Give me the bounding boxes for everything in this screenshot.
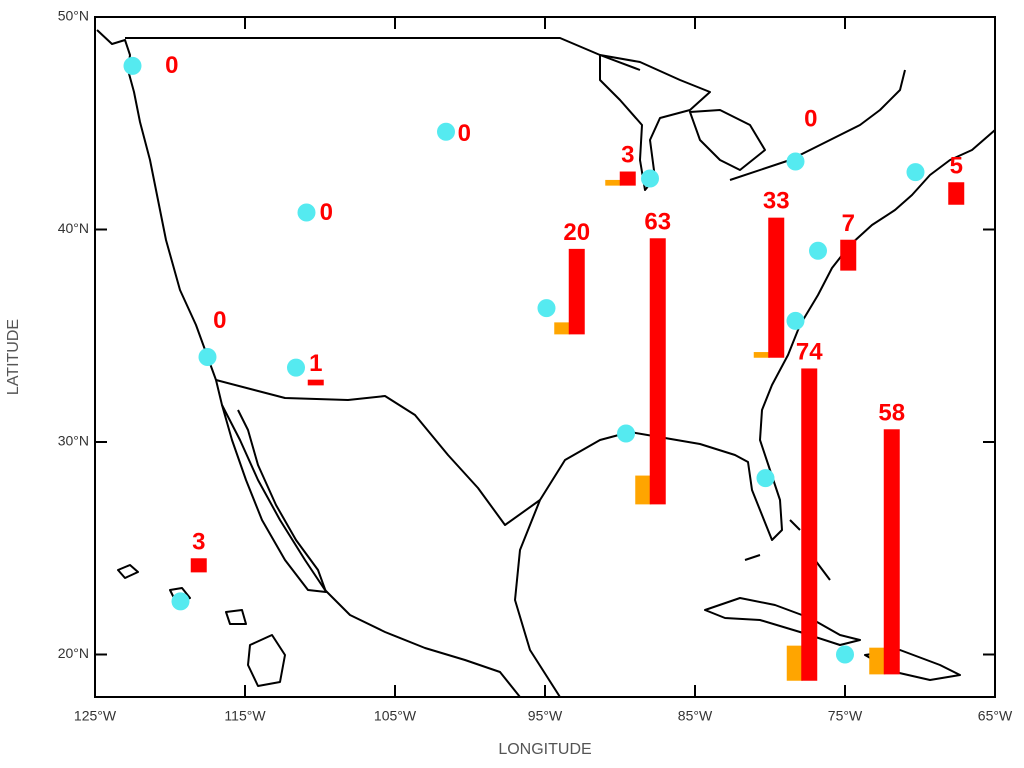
y-axis-label: LATITUDE: [5, 319, 22, 395]
station-dot: [171, 592, 190, 611]
y-tick-label: 50°N: [58, 8, 89, 24]
station-dot: [786, 152, 805, 171]
glyph-value-label: 0: [213, 307, 226, 334]
station-dot: [836, 645, 854, 664]
glyph-value-label: 0: [804, 105, 817, 132]
glyph-value-label: 58: [878, 399, 905, 426]
glyph-bar: [883, 429, 900, 675]
glyph-value-label: 20: [563, 219, 590, 246]
glyph-bar: [786, 645, 803, 681]
station-dot: [809, 241, 827, 260]
glyph-bar: [801, 368, 818, 681]
station-dot: [437, 122, 455, 141]
x-tick-label: 65°W: [978, 708, 1013, 724]
glyph-bar: [190, 558, 207, 573]
glyph-bar: [768, 217, 785, 358]
gulf-coast: [514, 129, 995, 697]
x-tick-label: 125°W: [74, 708, 117, 724]
station-dot: [786, 311, 805, 330]
x-tick-label: 85°W: [678, 708, 713, 724]
basemap: [96, 29, 995, 697]
station-dot: [297, 203, 316, 222]
y-tick-label: 20°N: [58, 645, 89, 661]
station-dot: [537, 299, 556, 318]
glyph-value-label: 7: [842, 210, 855, 237]
station-dot: [198, 348, 217, 366]
glyph-value-label: 0: [165, 52, 178, 79]
station-dot: [641, 169, 659, 188]
glyph-value-label: 33: [763, 188, 790, 215]
glyph-bar: [554, 322, 571, 335]
glyph-bar: [869, 647, 886, 675]
x-tick-label: 75°W: [828, 708, 863, 724]
glyph-value-label: 74: [796, 339, 823, 366]
station-dot: [287, 358, 305, 377]
x-tick-label: 115°W: [224, 708, 266, 724]
station-dot: [617, 424, 635, 443]
y-tick-label: 30°N: [58, 433, 89, 449]
glyph-bar: [568, 248, 585, 335]
glyph-bar: [753, 352, 770, 358]
great-lakes: [599, 54, 906, 191]
x-tick-label: 105°W: [374, 708, 417, 724]
station-dot: [906, 163, 925, 182]
glyph-bar: [948, 182, 965, 205]
glyph-value-label: 0: [458, 120, 471, 147]
glyph-bar: [605, 179, 622, 186]
glyph-value-label: 1: [309, 350, 322, 377]
glyph-value-label: 5: [950, 152, 963, 179]
borders: [125, 37, 641, 526]
station-dot: [123, 56, 142, 75]
caribbean: [704, 519, 961, 681]
glyph-value-label: 63: [644, 208, 671, 235]
glyph-value-label: 3: [192, 528, 205, 555]
glyph-value-label: 0: [320, 199, 333, 226]
plot-frame: [94, 16, 996, 698]
glyph-bar: [649, 238, 666, 505]
glyph-bar: [840, 239, 857, 271]
glyph-value-label: 3: [621, 142, 634, 169]
hawaii: [117, 564, 286, 687]
glyph-bar: [307, 379, 324, 386]
glyph-bar: [635, 475, 652, 505]
station-dot: [756, 469, 775, 488]
x-tick-label: 95°W: [528, 708, 563, 724]
x-axis-label: LONGITUDE: [498, 741, 591, 758]
glyph-bar: [619, 171, 636, 186]
y-tick-label: 40°N: [58, 220, 89, 236]
baja: [221, 404, 327, 593]
